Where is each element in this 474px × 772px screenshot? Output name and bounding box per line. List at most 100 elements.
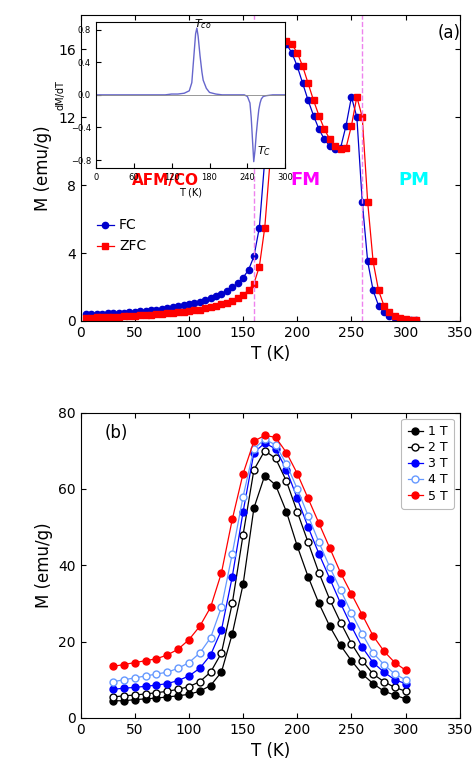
5 T [316, 519, 322, 528]
3 T [305, 523, 311, 532]
2 T [283, 476, 289, 486]
4 T [110, 677, 116, 686]
4 T [262, 435, 268, 444]
3 T [110, 685, 116, 694]
ZFC [283, 36, 289, 46]
2 T [262, 446, 268, 455]
Line: 1 T: 1 T [109, 472, 409, 704]
1 T [283, 507, 289, 516]
5 T [251, 436, 257, 445]
4 T [338, 585, 344, 594]
5 T [273, 432, 278, 442]
1 T [229, 629, 235, 638]
2 T [381, 677, 387, 686]
4 T [403, 676, 409, 685]
4 T [121, 676, 127, 685]
3 T [370, 658, 376, 667]
5 T [305, 494, 311, 503]
ZFC [170, 308, 175, 317]
4 T [273, 440, 278, 449]
2 T [186, 682, 192, 691]
FC [246, 266, 251, 275]
Line: 4 T: 4 T [109, 435, 409, 686]
2 T [240, 530, 246, 540]
2 T [219, 648, 224, 658]
5 T [327, 543, 333, 553]
Text: PM: PM [399, 171, 430, 189]
5 T [164, 650, 170, 659]
5 T [197, 621, 202, 631]
2 T [208, 668, 213, 677]
ZFC [83, 313, 89, 323]
2 T [294, 507, 300, 516]
5 T [132, 658, 137, 667]
5 T [338, 568, 344, 577]
5 T [229, 515, 235, 524]
X-axis label: T (K): T (K) [251, 743, 290, 760]
X-axis label: T (K): T (K) [251, 345, 290, 364]
5 T [154, 654, 159, 663]
4 T [370, 648, 376, 658]
3 T [186, 672, 192, 681]
FC [289, 48, 295, 57]
Legend: FC, ZFC: FC, ZFC [91, 213, 152, 259]
1 T [381, 686, 387, 696]
1 T [262, 471, 268, 480]
2 T [316, 568, 322, 577]
ZFC [246, 286, 251, 295]
1 T [392, 690, 398, 699]
ZFC [414, 316, 419, 325]
5 T [110, 662, 116, 671]
FC [83, 310, 89, 319]
Legend: 1 T, 2 T, 3 T, 4 T, 5 T: 1 T, 2 T, 3 T, 4 T, 5 T [401, 418, 454, 509]
Line: FC: FC [83, 38, 419, 323]
3 T [283, 466, 289, 475]
2 T [403, 686, 409, 696]
1 T [316, 599, 322, 608]
1 T [121, 696, 127, 706]
4 T [186, 658, 192, 667]
FC [110, 309, 116, 318]
ZFC [376, 286, 382, 295]
5 T [175, 645, 181, 654]
2 T [359, 656, 365, 665]
1 T [327, 621, 333, 631]
Line: 3 T: 3 T [109, 439, 409, 692]
2 T [338, 618, 344, 627]
2 T [273, 454, 278, 463]
4 T [208, 633, 213, 642]
1 T [348, 656, 354, 665]
3 T [359, 643, 365, 652]
3 T [262, 438, 268, 448]
1 T [370, 679, 376, 688]
1 T [186, 689, 192, 699]
3 T [316, 549, 322, 558]
1 T [164, 692, 170, 702]
FC [148, 306, 154, 315]
5 T [403, 665, 409, 675]
4 T [143, 672, 148, 681]
2 T [110, 692, 116, 702]
Y-axis label: M (emu/g): M (emu/g) [35, 125, 53, 211]
Text: (b): (b) [104, 424, 128, 442]
5 T [359, 610, 365, 619]
2 T [143, 689, 148, 699]
4 T [316, 537, 322, 547]
3 T [381, 668, 387, 677]
3 T [208, 650, 213, 659]
5 T [381, 646, 387, 655]
4 T [348, 608, 354, 618]
Text: FM: FM [291, 171, 321, 189]
4 T [327, 563, 333, 572]
3 T [219, 625, 224, 635]
1 T [219, 668, 224, 677]
2 T [229, 599, 235, 608]
FC [278, 36, 284, 46]
4 T [197, 648, 202, 658]
5 T [262, 431, 268, 440]
1 T [110, 696, 116, 706]
4 T [175, 664, 181, 673]
1 T [305, 572, 311, 581]
3 T [392, 676, 398, 685]
4 T [154, 669, 159, 679]
